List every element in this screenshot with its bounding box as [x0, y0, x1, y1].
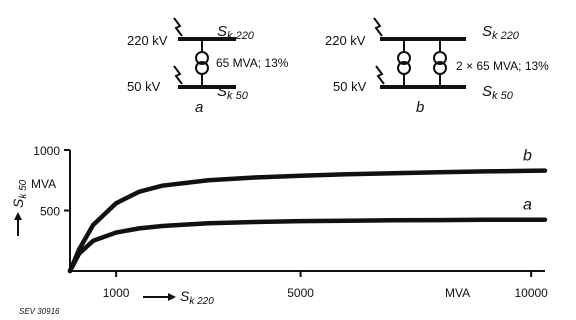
diagram-a-sk50-label: Sk 50: [217, 83, 249, 102]
arrow-right-icon: [168, 293, 176, 301]
diagram-a-hv-label: 220 kV: [127, 33, 168, 48]
lightning-fault-icon: [173, 17, 183, 37]
transformer-icon: [433, 51, 447, 75]
transformer-icon: [397, 51, 411, 75]
figure-reference: SEV 30916: [19, 307, 60, 316]
x-tick-label: 10000: [514, 286, 548, 300]
y-axis-unit: MVA: [31, 177, 56, 191]
arrow-up-icon: [14, 212, 22, 220]
lightning-fault-icon: [173, 65, 183, 85]
series-line-b: [67, 168, 548, 274]
lightning-fault-icon: [373, 17, 383, 37]
transformer-icon: [195, 51, 209, 75]
x-axis-label: Sk 220: [180, 288, 214, 307]
series-label-b: b: [523, 148, 532, 165]
lightning-fault-icon: [375, 65, 385, 85]
y-tick-label: 1000: [33, 144, 60, 158]
circuit-diagram-b: 220 kV 50 kV Sk 220 2 × 65 MVA; 13% Sk 5…: [325, 17, 549, 116]
series-label-a: a: [523, 197, 532, 214]
diagram-b-sk50-label: Sk 50: [482, 83, 514, 102]
diagram-b-sk220-label: Sk 220: [482, 23, 520, 42]
diagram-b-rating: 2 × 65 MVA; 13%: [456, 59, 549, 73]
x-tick-label: 5000: [287, 286, 314, 300]
x-axis-unit: MVA: [445, 286, 470, 300]
diagram-a-caption: a: [195, 99, 203, 116]
diagram-a-rating: 65 MVA; 13%: [216, 56, 289, 70]
diagram-a-lv-label: 50 kV: [127, 79, 161, 94]
y-tick-label: 500: [40, 205, 60, 219]
chart: Sk 50 MVA MVA Sk 220 SEV 30916 500 1000 10…: [10, 144, 548, 316]
diagram-a-sk220-label: Sk 220: [217, 23, 255, 42]
circuit-diagram-a: 220 kV 50 kV Sk 220 65 MVA; 13% Sk 50 a: [127, 17, 289, 116]
diagram-b-caption: b: [416, 99, 424, 116]
x-tick-label: 1000: [103, 286, 130, 300]
y-axis-label: Sk 50: [10, 179, 29, 208]
diagram-b-hv-label: 220 kV: [325, 33, 366, 48]
series-line-a: [67, 217, 548, 274]
diagram-b-lv-label: 50 kV: [333, 79, 367, 94]
